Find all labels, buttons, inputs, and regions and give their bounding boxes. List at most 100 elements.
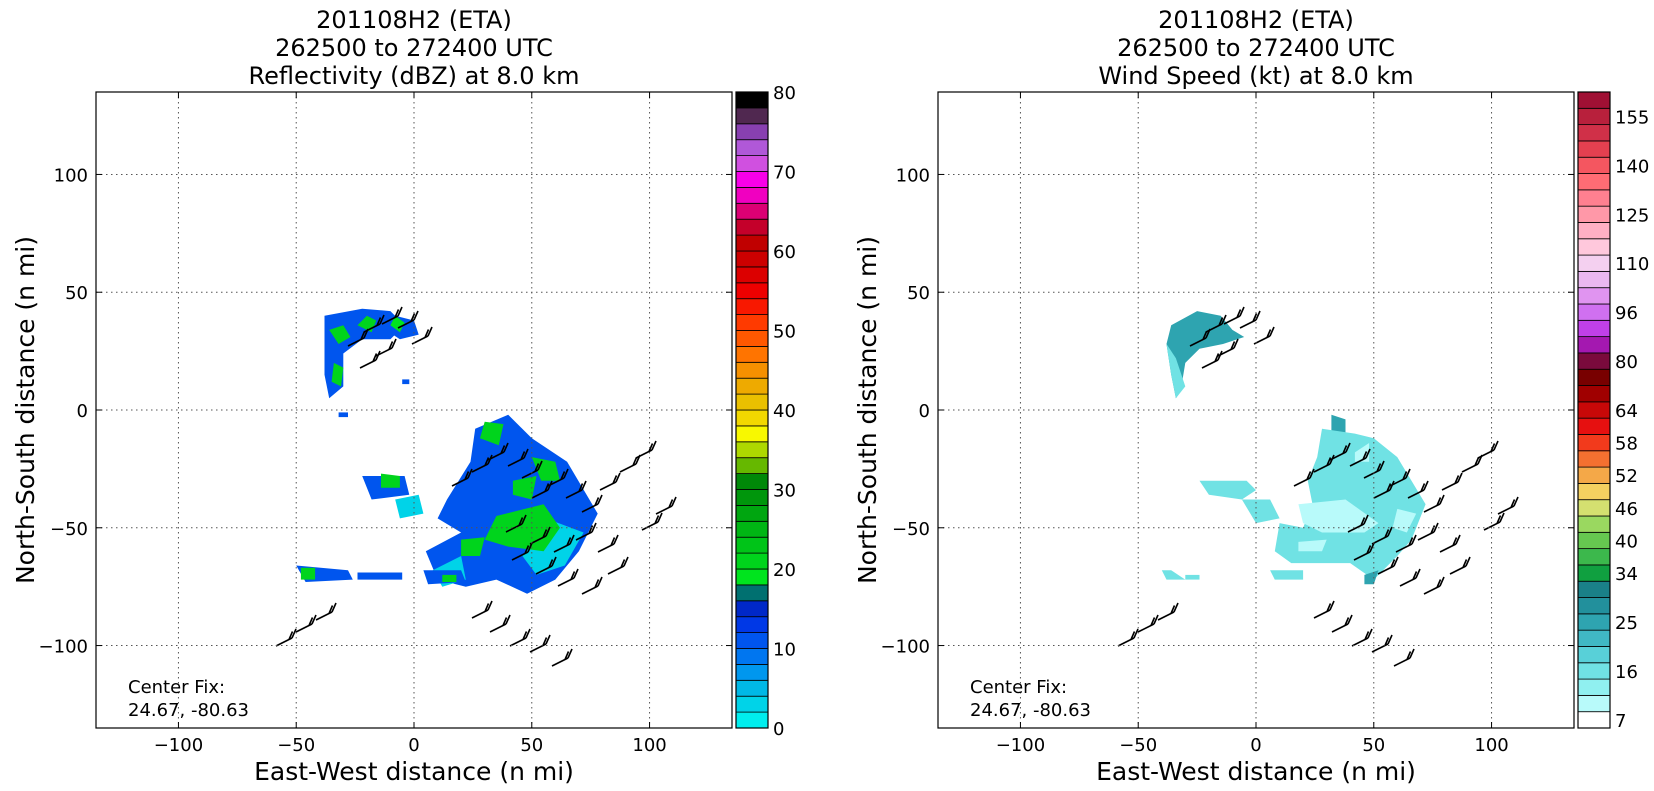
wind-barb-6	[359, 350, 381, 369]
colorbar-bin-9	[735, 584, 769, 602]
wind-barb-6	[1201, 350, 1223, 369]
colorbar-frame	[735, 91, 769, 729]
y-axis-label: North-South distance (n mi)	[11, 236, 40, 584]
colorbar-bin-28	[735, 282, 769, 300]
colorbar-bin-39	[735, 107, 769, 125]
chart-title-line-1: 201108H2 (ETA)	[316, 6, 512, 34]
wind-barb-11	[1349, 448, 1371, 467]
colorbar-bin-27	[735, 298, 769, 316]
chart-panel-1: 201108H2 (ETA)262500 to 272400 UTCReflec…	[11, 6, 796, 786]
data-region-24	[338, 412, 348, 418]
colorbar-tick-label-1: 0	[773, 719, 784, 740]
colorbar-bin-16	[735, 473, 769, 490]
data-region-13	[1185, 574, 1200, 580]
wind-barb-38	[315, 602, 337, 621]
wind-barb-36	[1393, 648, 1415, 667]
data-region-10	[480, 421, 504, 446]
colorbar-tick-label-1: 7	[1615, 711, 1626, 732]
colorbar-bin-10	[1577, 564, 1611, 582]
wind-barb-32	[471, 600, 493, 619]
colorbar-bin-32	[1577, 205, 1611, 223]
colorbar-bin-26	[1577, 303, 1611, 321]
colorbar-bin-24	[735, 345, 769, 363]
x-axis-label: East-West distance (n mi)	[1096, 757, 1416, 786]
wind-barb-28	[535, 556, 557, 575]
data-region-19	[357, 572, 403, 580]
chart-title-line-1: 201108H2 (ETA)	[1158, 6, 1354, 34]
colorbar-bin-20	[1577, 401, 1611, 419]
data-region-9	[1364, 570, 1379, 585]
data-region-7	[1392, 508, 1417, 533]
wind-barb-5	[1253, 326, 1275, 345]
colorbar-tick-label-8: 70	[773, 163, 796, 184]
wind-barb-16	[581, 494, 603, 513]
colorbar-bin-30	[735, 250, 769, 268]
y-tick-label-4: 50	[65, 283, 88, 304]
colorbar-bin-22	[735, 377, 769, 395]
colorbar-bin-22	[1577, 368, 1611, 386]
y-tick-label-2: −50	[892, 519, 930, 540]
colorbar-bin-7	[735, 616, 769, 634]
wind-barb-15	[1407, 480, 1429, 499]
wind-barb-25	[575, 522, 597, 541]
colorbar-bin-35	[735, 171, 769, 188]
data-region-23	[402, 379, 410, 385]
wind-barb-30	[1423, 576, 1445, 595]
x-axis-label: East-West distance (n mi)	[254, 757, 574, 786]
colorbar-bin-11	[1577, 548, 1611, 566]
center-fix-line-2: 24.67, -80.63	[128, 700, 249, 721]
wind-barb-27	[511, 542, 533, 561]
data-layer	[296, 308, 598, 594]
x-tick-label-5: 100	[1474, 735, 1508, 756]
colorbar-tick-label-14: 140	[1615, 156, 1649, 177]
wind-barb-14	[1389, 468, 1411, 487]
colorbar-bin-8	[1577, 597, 1611, 615]
wind-barb-3	[381, 306, 403, 325]
data-region-11	[1241, 499, 1280, 524]
colorbar-bin-31	[735, 234, 769, 252]
data-region-13	[531, 457, 560, 481]
colorbar-bin-15	[735, 489, 769, 506]
y-tick-label-1: −100	[39, 637, 88, 658]
wind-barb-28	[1377, 556, 1399, 575]
wind-barb-2	[1205, 314, 1227, 333]
wind-barb-11	[507, 448, 529, 467]
colorbar-tick-label-13: 125	[1615, 205, 1649, 226]
wind-barb-23	[1371, 526, 1393, 545]
data-region-14	[1270, 570, 1304, 580]
x-tick-label-2: −50	[1119, 735, 1157, 756]
colorbar-bin-4	[735, 664, 769, 681]
y-tick-label-3: 0	[77, 401, 88, 422]
colorbar-bin-14	[1577, 499, 1611, 517]
colorbar-tick-label-6: 50	[773, 322, 796, 343]
wind-barb-4	[1239, 310, 1261, 329]
data-region-16	[381, 473, 400, 488]
wind-barb-12	[521, 460, 543, 479]
wind-barb-31	[1449, 556, 1471, 575]
colorbar-tick-label-7: 60	[773, 242, 796, 263]
colorbar-bin-40	[735, 91, 769, 109]
colorbar-bin-5	[1577, 646, 1611, 664]
y-tick-label-1: −100	[881, 637, 930, 658]
colorbar-bin-17	[735, 457, 769, 475]
wind-barb-8	[451, 468, 473, 487]
wind-barb-4	[397, 310, 419, 329]
wind-barb-5	[411, 326, 433, 345]
colorbar-bin-36	[1577, 140, 1611, 158]
data-region-2	[1166, 344, 1186, 399]
colorbar-bin-12	[735, 536, 769, 554]
x-tick-label-3: 0	[408, 735, 419, 756]
colorbar-bin-9	[1577, 580, 1611, 598]
y-axis-label: North-South distance (n mi)	[853, 236, 882, 584]
colorbar-tick-label-7: 52	[1615, 466, 1638, 487]
center-fix-line-1: Center Fix:	[970, 677, 1067, 698]
colorbar-bin-15	[1577, 482, 1611, 501]
chart-title-line-2: 262500 to 272400 UTC	[1117, 34, 1395, 62]
colorbar-bin-33	[735, 202, 769, 220]
colorbar-bin-5	[735, 648, 769, 665]
colorbar-bin-2	[1577, 694, 1611, 713]
wind-barb-27	[1353, 542, 1375, 561]
wind-barb-37	[295, 614, 317, 633]
y-tick-label-4: 50	[907, 283, 930, 304]
colorbar-bin-4	[1577, 662, 1611, 680]
